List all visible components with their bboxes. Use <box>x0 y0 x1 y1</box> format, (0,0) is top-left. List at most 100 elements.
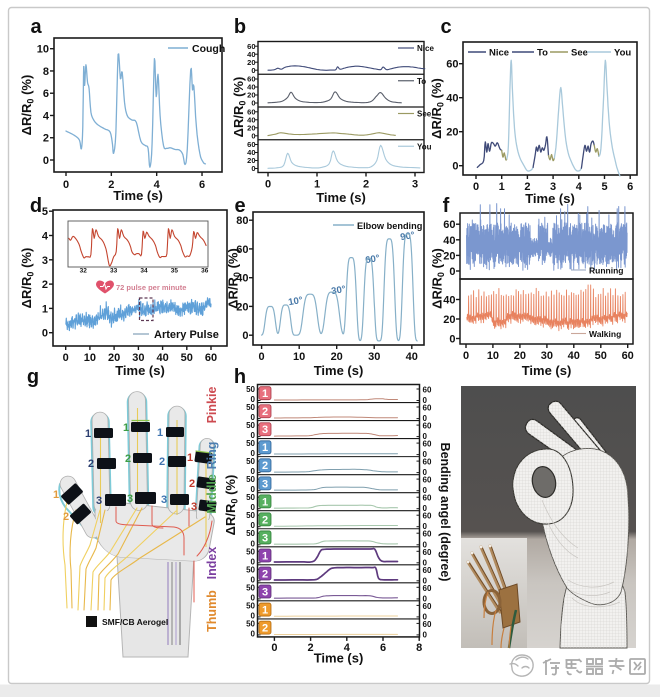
svg-text:0: 0 <box>251 557 256 566</box>
svg-text:0: 0 <box>251 449 256 458</box>
svg-text:32: 32 <box>80 268 88 275</box>
svg-text:4: 4 <box>42 231 49 243</box>
svg-text:8: 8 <box>43 66 49 78</box>
svg-text:60: 60 <box>423 476 432 485</box>
svg-text:40: 40 <box>568 350 580 362</box>
svg-text:90°: 90° <box>400 230 416 243</box>
svg-text:1: 1 <box>262 550 268 562</box>
svg-text:10: 10 <box>293 351 305 363</box>
svg-text:To: To <box>417 77 426 86</box>
svg-text:60°: 60° <box>365 253 381 266</box>
svg-text:30: 30 <box>132 352 144 364</box>
svg-text:0: 0 <box>423 558 428 567</box>
svg-text:40: 40 <box>406 351 418 363</box>
svg-text:2: 2 <box>262 406 268 418</box>
svg-text:Thumb: Thumb <box>205 590 219 632</box>
svg-text:0: 0 <box>452 161 458 173</box>
svg-text:10: 10 <box>487 350 499 362</box>
svg-text:e: e <box>234 195 245 217</box>
svg-text:Time (s): Time (s) <box>113 188 163 203</box>
svg-text:1: 1 <box>262 496 268 508</box>
svg-text:0: 0 <box>242 330 248 342</box>
svg-text:0: 0 <box>251 593 256 602</box>
svg-text:Time (s): Time (s) <box>525 191 575 206</box>
svg-text:Time (s): Time (s) <box>314 363 364 378</box>
svg-text:60: 60 <box>236 244 248 256</box>
svg-text:40: 40 <box>443 295 455 307</box>
svg-text:2: 2 <box>308 642 314 654</box>
svg-text:1: 1 <box>85 428 91 440</box>
svg-text:2: 2 <box>262 622 268 634</box>
svg-text:0: 0 <box>473 181 479 193</box>
svg-text:60: 60 <box>423 584 432 593</box>
svg-text:2: 2 <box>88 458 94 470</box>
svg-text:Cough: Cough <box>192 43 225 55</box>
svg-text:60: 60 <box>423 458 432 467</box>
svg-text:3: 3 <box>262 532 268 544</box>
svg-text:3: 3 <box>96 495 102 507</box>
svg-text:4: 4 <box>43 110 50 122</box>
svg-text:60: 60 <box>423 548 432 557</box>
svg-text:40: 40 <box>156 352 168 364</box>
svg-text:0: 0 <box>251 467 256 476</box>
svg-text:2: 2 <box>262 568 268 580</box>
svg-text:0: 0 <box>423 576 428 585</box>
svg-text:g: g <box>27 366 39 388</box>
svg-text:Pinkie: Pinkie <box>205 387 219 424</box>
svg-text:2: 2 <box>125 453 131 465</box>
svg-text:40: 40 <box>247 115 255 124</box>
svg-text:30: 30 <box>541 350 553 362</box>
svg-text:10°: 10° <box>288 295 304 308</box>
svg-text:2: 2 <box>63 511 69 523</box>
svg-text:h: h <box>234 366 246 388</box>
svg-text:f: f <box>443 195 450 217</box>
svg-text:Nice: Nice <box>489 48 509 59</box>
svg-text:0: 0 <box>259 351 265 363</box>
svg-text:0: 0 <box>42 328 48 340</box>
svg-text:0: 0 <box>251 521 256 530</box>
svg-text:4: 4 <box>344 642 351 654</box>
svg-text:2: 2 <box>42 279 48 291</box>
svg-text:60: 60 <box>423 566 432 575</box>
svg-text:0: 0 <box>423 522 428 531</box>
svg-text:10: 10 <box>84 352 96 364</box>
svg-text:Ring: Ring <box>205 442 219 470</box>
svg-text:0: 0 <box>251 164 255 173</box>
svg-text:Middle: Middle <box>205 474 219 514</box>
svg-text:1: 1 <box>262 604 268 616</box>
svg-text:30: 30 <box>368 351 380 363</box>
svg-text:60: 60 <box>247 75 255 84</box>
svg-text:2: 2 <box>43 133 49 145</box>
svg-text:50: 50 <box>246 583 255 592</box>
svg-text:20: 20 <box>443 250 455 262</box>
svg-text:20: 20 <box>446 127 458 139</box>
svg-text:5: 5 <box>601 181 607 193</box>
svg-text:2: 2 <box>108 179 114 191</box>
svg-text:60: 60 <box>446 59 458 71</box>
svg-text:0: 0 <box>449 334 455 346</box>
svg-text:3: 3 <box>161 494 167 506</box>
svg-text:50: 50 <box>246 403 255 412</box>
svg-text:40: 40 <box>247 83 255 92</box>
svg-text:You: You <box>417 142 432 151</box>
svg-text:Time (s): Time (s) <box>314 651 364 666</box>
svg-text:5: 5 <box>42 206 48 218</box>
svg-text:20: 20 <box>247 91 255 100</box>
svg-text:60: 60 <box>423 404 432 413</box>
svg-text:0: 0 <box>251 431 256 440</box>
svg-text:Time (s): Time (s) <box>316 190 366 205</box>
svg-text:40: 40 <box>236 273 248 285</box>
svg-text:0: 0 <box>63 352 69 364</box>
svg-text:0: 0 <box>423 450 428 459</box>
svg-text:33: 33 <box>110 268 118 275</box>
svg-text:60: 60 <box>423 386 432 395</box>
svg-text:50: 50 <box>246 421 255 430</box>
svg-text:50: 50 <box>246 565 255 574</box>
svg-text:6: 6 <box>627 181 633 193</box>
svg-text:2: 2 <box>524 181 530 193</box>
svg-text:Elbow bending: Elbow bending <box>357 221 422 231</box>
svg-text:ΔR/R0 (%): ΔR/R0 (%) <box>231 77 247 138</box>
svg-text:60: 60 <box>205 352 217 364</box>
svg-text:1: 1 <box>262 388 268 400</box>
svg-text:50: 50 <box>246 439 255 448</box>
